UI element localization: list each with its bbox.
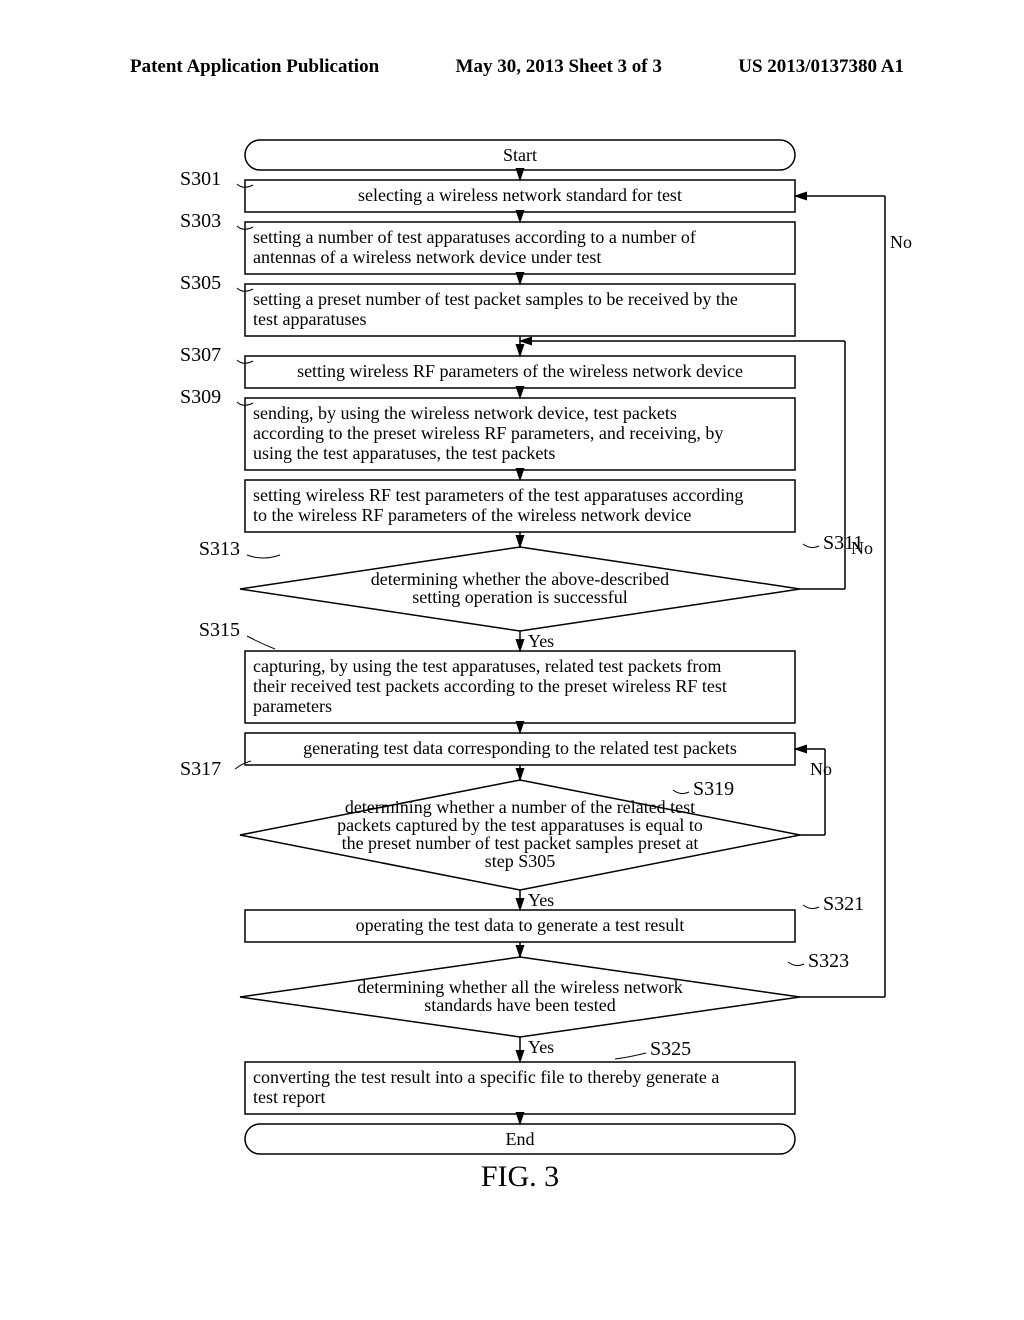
page: Patent Application Publication May 30, 2…: [0, 0, 1024, 1320]
svg-text:according to the preset wirele: according to the preset wireless RF para…: [253, 423, 723, 443]
page-header: Patent Application Publication May 30, 2…: [0, 56, 1024, 78]
svg-text:S307: S307: [180, 344, 221, 366]
svg-text:packets captured by the test a: packets captured by the test apparatuses…: [337, 815, 703, 835]
svg-text:setting operation is successfu: setting operation is successful: [412, 587, 627, 607]
svg-text:S315: S315: [199, 619, 240, 641]
svg-text:capturing, by using the test a: capturing, by using the test apparatuses…: [253, 656, 721, 676]
svg-text:determining whether all the wi: determining whether all the wireless net…: [357, 977, 682, 997]
svg-text:determining whether the above-: determining whether the above-described: [371, 569, 669, 589]
svg-text:operating the test data to gen: operating the test data to generate a te…: [356, 915, 685, 935]
svg-text:Yes: Yes: [528, 631, 554, 651]
svg-text:FIG. 3: FIG. 3: [481, 1160, 559, 1193]
svg-text:setting a number of test appar: setting a number of test apparatuses acc…: [253, 227, 696, 247]
svg-text:using the test apparatuses, th: using the test apparatuses, the test pac…: [253, 443, 555, 463]
svg-text:generating test data correspon: generating test data corresponding to th…: [303, 738, 737, 758]
svg-text:S309: S309: [180, 386, 221, 408]
svg-text:converting the test result int: converting the test result into a specif…: [253, 1067, 719, 1087]
svg-text:S319: S319: [693, 778, 734, 800]
svg-text:setting a preset number of tes: setting a preset number of test packet s…: [253, 289, 738, 309]
svg-text:End: End: [506, 1129, 535, 1149]
svg-text:to the wireless RF parameters: to the wireless RF parameters of the wir…: [253, 505, 691, 525]
svg-text:selecting a wireless network s: selecting a wireless network standard fo…: [358, 185, 682, 205]
svg-text:setting wireless RF parameters: setting wireless RF parameters of the wi…: [297, 361, 743, 381]
svg-text:S313: S313: [199, 538, 240, 560]
flowchart-svg: Start selecting a wireless network standa…: [120, 140, 920, 1260]
svg-text:S317: S317: [180, 758, 221, 780]
svg-text:their received test packets ac: their received test packets according to…: [253, 676, 727, 696]
header-center: May 30, 2013 Sheet 3 of 3: [456, 56, 662, 78]
svg-text:sending, by using the wireless: sending, by using the wireless network d…: [253, 403, 677, 423]
svg-text:Yes: Yes: [528, 890, 554, 910]
svg-text:determining whether a number o: determining whether a number of the rela…: [345, 797, 695, 817]
svg-text:S301: S301: [180, 168, 221, 190]
svg-text:antennas of a wireless network: antennas of a wireless network device un…: [253, 247, 601, 267]
svg-text:setting wireless RF test param: setting wireless RF test parameters of t…: [253, 485, 743, 505]
svg-text:standards have been tested: standards have been tested: [424, 995, 615, 1015]
svg-text:No: No: [810, 759, 832, 779]
header-left: Patent Application Publication: [130, 56, 379, 78]
svg-text:No: No: [890, 232, 912, 252]
svg-text:test apparatuses: test apparatuses: [253, 309, 366, 329]
flowchart-container: Start selecting a wireless network standa…: [120, 140, 920, 1260]
svg-text:Yes: Yes: [528, 1037, 554, 1057]
svg-text:S321: S321: [823, 893, 864, 915]
svg-text:No: No: [851, 538, 873, 558]
svg-text:parameters: parameters: [253, 696, 332, 716]
svg-text:S305: S305: [180, 272, 221, 294]
svg-text:S303: S303: [180, 210, 221, 232]
svg-text:S323: S323: [808, 950, 849, 972]
header-right: US 2013/0137380 A1: [738, 56, 904, 78]
svg-text:the preset number of test pack: the preset number of test packet samples…: [342, 833, 699, 853]
svg-text:test report: test report: [253, 1087, 325, 1107]
svg-text:S325: S325: [650, 1038, 691, 1060]
svg-text:step S305: step S305: [485, 851, 556, 871]
svg-text:Start: Start: [503, 145, 537, 165]
